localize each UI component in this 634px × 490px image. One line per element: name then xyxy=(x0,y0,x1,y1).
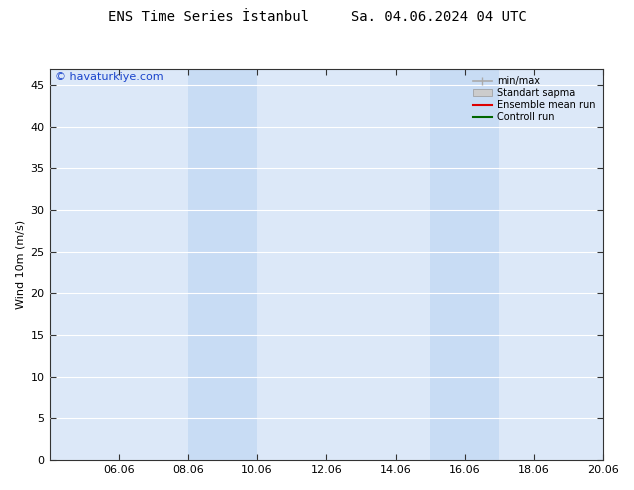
Bar xyxy=(188,69,257,460)
Bar xyxy=(430,69,500,460)
Text: © havaturkiye.com: © havaturkiye.com xyxy=(55,73,164,82)
Legend: min/max, Standart sapma, Ensemble mean run, Controll run: min/max, Standart sapma, Ensemble mean r… xyxy=(470,74,598,125)
Text: ENS Time Series İstanbul     Sa. 04.06.2024 04 UTC: ENS Time Series İstanbul Sa. 04.06.2024 … xyxy=(108,10,526,24)
Y-axis label: Wind 10m (m/s): Wind 10m (m/s) xyxy=(15,220,25,309)
